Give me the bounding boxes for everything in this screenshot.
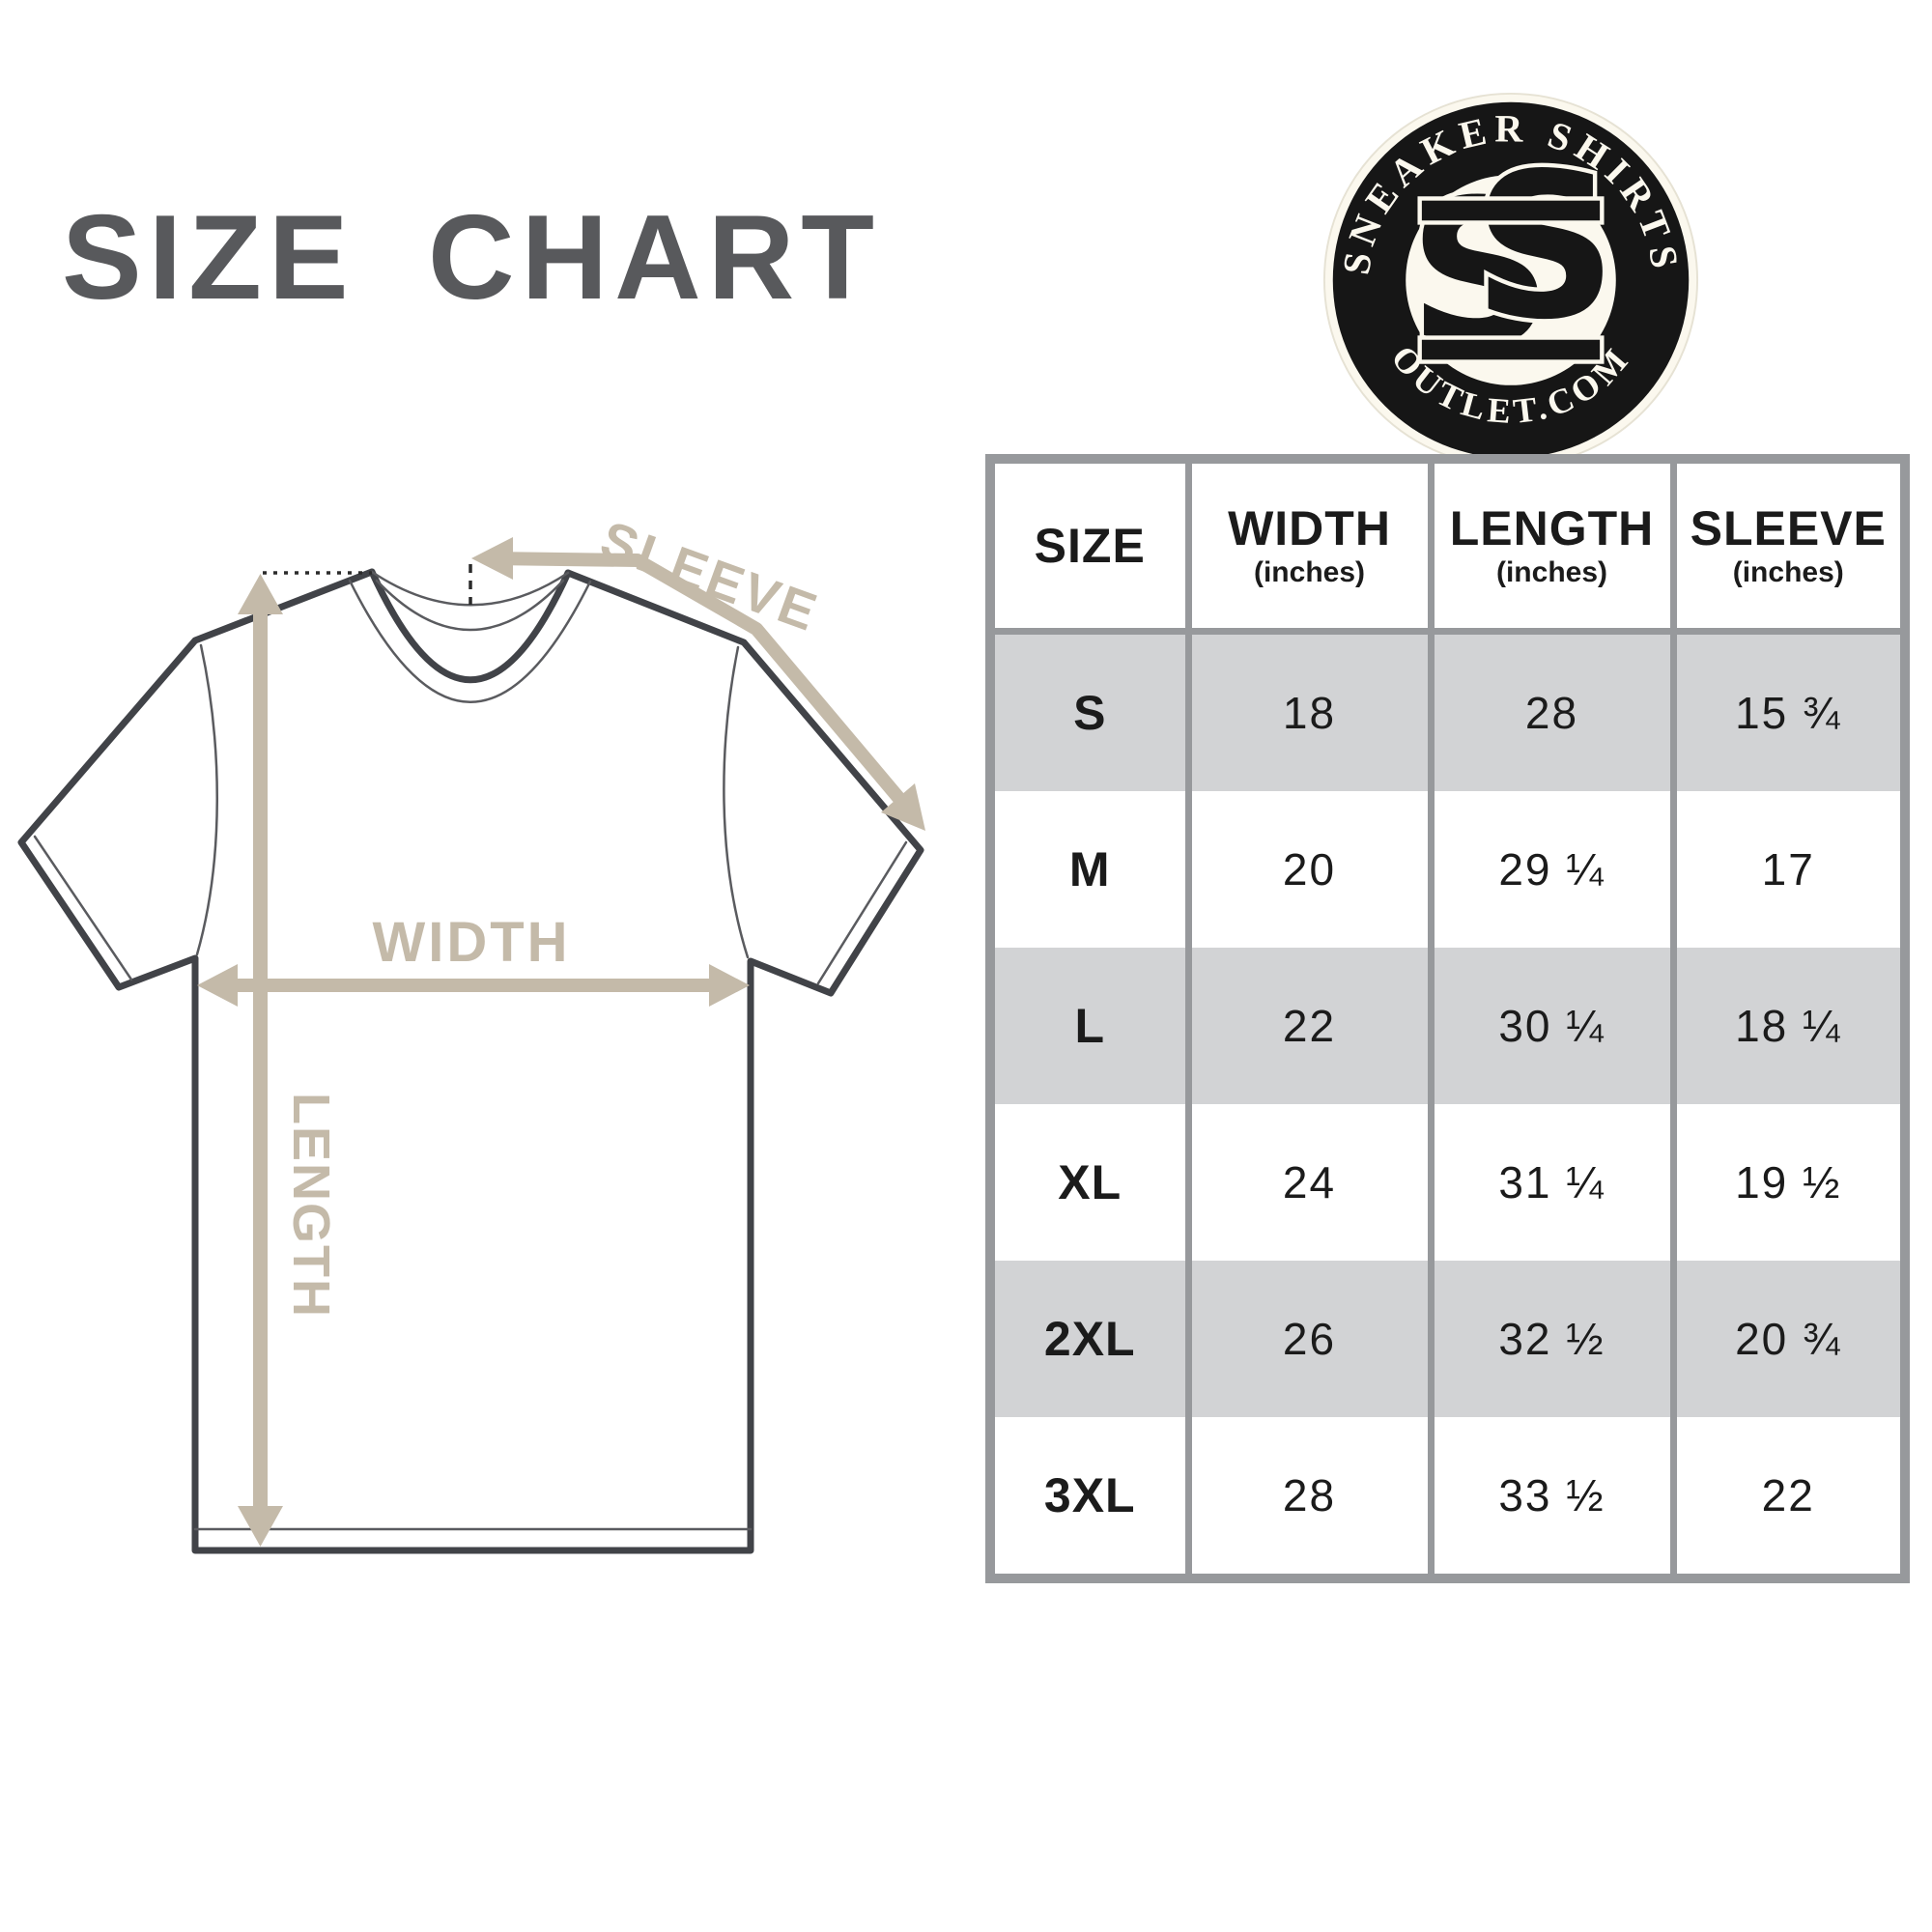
sleeve-cell: 17	[1669, 791, 1909, 948]
table-row: XL 24 31 ¼ 19 ½	[986, 1104, 1909, 1261]
size-cell: S	[986, 631, 1192, 791]
logo-face	[1406, 175, 1616, 385]
table-row: S 18 28 15 ¾	[986, 631, 1909, 791]
sleeve-cell: 18 ¼	[1669, 948, 1909, 1104]
table-header-row: SIZE WIDTH (inches) LENGTH (inches) SLEE…	[986, 459, 1909, 635]
sleeve-measure-label: SLEEVE	[593, 509, 827, 643]
length-measure-label: LENGTH	[282, 1093, 340, 1319]
sleeve-arrow	[471, 537, 925, 831]
page-title: SIZE CHART	[62, 191, 881, 325]
left-armhole-seam	[195, 643, 218, 956]
table-row: M 20 29 ¼ 17	[986, 791, 1909, 948]
monogram-bottom-bar	[1417, 335, 1605, 364]
monogram-top-bar	[1417, 196, 1605, 225]
sleeve-cell: 19 ½	[1669, 1104, 1909, 1261]
size-cell: 2XL	[986, 1261, 1192, 1417]
tshirt-seams	[33, 570, 908, 1531]
size-cell: L	[986, 948, 1192, 1104]
column-header-size: SIZE	[986, 459, 1192, 635]
column-header-length: LENGTH (inches)	[1427, 459, 1677, 635]
length-cell: 33 ½	[1427, 1417, 1677, 1578]
length-cell: 30 ¼	[1427, 948, 1677, 1104]
brand-logo: SNEAKER SHIRTS OUTLET.COM S S	[1322, 92, 1699, 469]
length-cell: 28	[1427, 631, 1677, 791]
width-arrow	[197, 964, 750, 1007]
table-row: 2XL 26 32 ½ 20 ¾	[986, 1261, 1909, 1417]
width-cell: 18	[1184, 631, 1435, 791]
sleeve-cell: 15 ¾	[1669, 631, 1909, 791]
sleeve-cell: 20 ¾	[1669, 1261, 1909, 1417]
size-cell: XL	[986, 1104, 1192, 1261]
ss-monogram-icon: S S	[1404, 126, 1621, 394]
length-arrow	[238, 574, 283, 1547]
right-armhole-seam	[723, 645, 750, 959]
tshirt-outline	[17, 568, 924, 1554]
svg-text:S: S	[1472, 129, 1617, 363]
width-cell: 24	[1184, 1104, 1435, 1261]
width-cell: 26	[1184, 1261, 1435, 1417]
collar-front-edge	[368, 568, 572, 684]
column-header-sleeve: SLEEVE (inches)	[1669, 459, 1909, 635]
length-cell: 29 ¼	[1427, 791, 1677, 948]
sleeve-cell: 22	[1669, 1417, 1909, 1578]
width-cell: 22	[1184, 948, 1435, 1104]
left-cuff-seam	[33, 835, 133, 981]
tshirt-diagram: SLEEVE WIDTH LENGTH	[17, 509, 925, 1554]
column-header-width: WIDTH (inches)	[1184, 459, 1435, 635]
width-cell: 28	[1184, 1417, 1435, 1578]
size-cell: M	[986, 791, 1192, 948]
table-row: L 22 30 ¼ 18 ¼	[986, 948, 1909, 1104]
right-cuff-seam	[816, 840, 908, 985]
width-measure-label: WIDTH	[372, 911, 570, 974]
table-row: 3XL 28 33 ½ 22	[986, 1417, 1909, 1578]
size-table: SIZE WIDTH (inches) LENGTH (inches) SLEE…	[985, 454, 1910, 1583]
width-cell: 20	[1184, 791, 1435, 948]
length-cell: 31 ¼	[1427, 1104, 1677, 1261]
size-cell: 3XL	[986, 1417, 1192, 1578]
length-cell: 32 ½	[1427, 1261, 1677, 1417]
